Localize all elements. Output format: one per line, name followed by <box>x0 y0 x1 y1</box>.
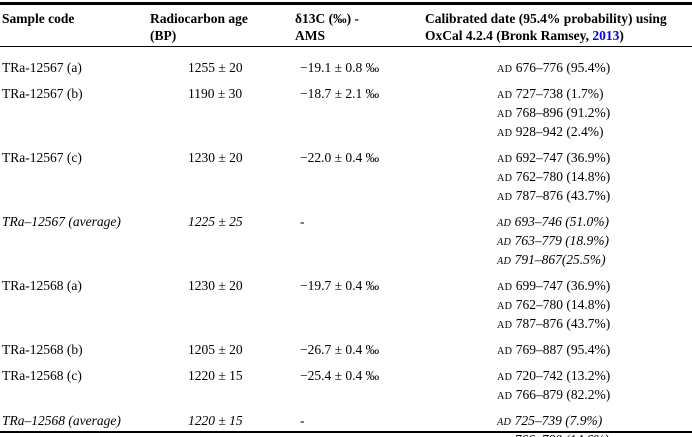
ad-era-label: AD <box>497 255 512 267</box>
d13c-cell: −22.0 ± 0.4 ‰ <box>300 149 380 165</box>
sample-code-cell: TRa–12568 (average) <box>2 412 121 428</box>
d13c-cell: −26.7 ± 0.4 ‰ <box>300 341 380 357</box>
ad-era-label: AD <box>497 300 513 312</box>
calibrated-date-line: AD 787–876 (43.7%) <box>497 315 611 331</box>
calibrated-date-line: AD 692–747 (36.9%) <box>497 149 611 165</box>
ad-era-label: AD <box>497 153 513 165</box>
ad-era-label: AD <box>497 191 513 203</box>
header-radiocarbon-age-line2: (BP) <box>150 27 177 43</box>
table-row: TRa-12567 (a) 1255 ± 20 −19.1 ± 0.8 ‰ AD 67… <box>0 59 692 78</box>
ad-era-label: AD <box>497 89 513 101</box>
calibrated-date-line: AD 769–887 (95.4%) <box>497 341 611 357</box>
header-calibrated-line2: OxCal 4.2.4 (Bronk Ramsey, 2013) <box>425 27 692 44</box>
calibrated-date-line: AD 763–779 (18.9%) <box>497 232 610 248</box>
header-sample-code: Sample code <box>2 10 150 44</box>
calibrated-date-line: AD 725–739 (7.9%) <box>497 412 603 428</box>
calibrated-dates-cell: AD 769–887 (95.4%) <box>425 341 692 360</box>
d13c-cell: - <box>300 412 305 428</box>
ad-era-label: AD <box>497 63 513 75</box>
ad-era-label: AD <box>497 281 513 293</box>
ad-era-label: AD <box>497 436 511 437</box>
radiocarbon-age-cell: 1230 ± 20 <box>188 149 243 165</box>
calibrated-date-line: AD 762–780 (14.8%) <box>497 168 611 184</box>
d13c-cell: - <box>300 213 305 229</box>
header-radiocarbon-age-line1: Radiocarbon age <box>150 10 248 26</box>
ad-era-label: AD <box>497 390 513 402</box>
header-d13c-line1: δ13C (‰) - <box>295 10 359 26</box>
calibrated-dates-cell: AD 676–776 (95.4%) <box>425 59 692 78</box>
calibrated-date-line: AD 768–896 (91.2%) <box>497 104 611 120</box>
calibrated-date-line: AD 766–879 (82.2%) <box>497 386 611 402</box>
calibrated-date-line: AD 762–780 (14.8%) <box>497 296 611 312</box>
calibrated-dates-cell: AD 693–746 (51.0%) AD 763–779 (18.9%) AD 7… <box>425 213 692 270</box>
header-d13c: δ13C (‰) - AMS <box>295 10 425 44</box>
d13c-cell: −18.7 ± 2.1 ‰ <box>300 85 380 101</box>
sample-code-cell: TRa-12568 (c) <box>2 367 82 383</box>
calibrated-date-line: AD 676–776 (95.4%) <box>497 59 611 75</box>
calibrated-date-line: AD 766–780 (14.6%) <box>497 431 692 437</box>
header-calibrated-date: Calibrated date (95.4% probability) usin… <box>425 10 692 44</box>
calibrated-date-line: AD 791–867(25.5%) <box>497 251 606 267</box>
ad-era-label: AD <box>497 217 512 229</box>
header-calibrated-line1: Calibrated date (95.4% probability) usin… <box>425 10 667 26</box>
calibrated-dates-cell: AD 725–739 (7.9%)AD 766–780 (14.6%)AD 78… <box>425 412 692 437</box>
calibrated-date-line: AD 787–876 (43.7%) <box>497 187 611 203</box>
header-calibrated-line2-prefix: OxCal 4.2.4 (Bronk Ramsey, <box>425 27 593 43</box>
ad-era-label: AD <box>497 319 513 331</box>
d13c-cell: −25.4 ± 0.4 ‰ <box>300 367 380 383</box>
header-calibrated-line2-suffix: ) <box>619 27 624 43</box>
table-header-row: Sample code Radiocarbon age (BP) δ13C (‰… <box>0 5 692 47</box>
header-radiocarbon-age: Radiocarbon age (BP) <box>150 10 295 44</box>
calibrated-date-line: AD 720–742 (13.2%) <box>497 367 611 383</box>
table-rows: TRa-12567 (a) 1255 ± 20 −19.1 ± 0.8 ‰ AD 67… <box>0 47 692 437</box>
radiocarbon-age-cell: 1225 ± 25 <box>188 213 243 229</box>
ad-era-label: AD <box>497 345 513 357</box>
table-row: TRa-12567 (c) 1230 ± 20 −22.0 ± 0.4 ‰ AD 69… <box>0 149 692 206</box>
ad-era-label: AD <box>497 371 513 383</box>
radiocarbon-age-cell: 1220 ± 15 <box>188 367 243 383</box>
header-sample-code-label: Sample code <box>2 10 75 26</box>
ad-era-label: AD <box>497 236 512 248</box>
ad-era-label: AD <box>497 108 513 120</box>
header-d13c-line2: AMS <box>295 27 325 43</box>
calibrated-dates-cell: AD 727–738 (1.7%) AD 768–896 (91.2%) AD 92… <box>425 85 692 142</box>
calibrated-dates-cell: AD 692–747 (36.9%) AD 762–780 (14.8%) AD 7… <box>425 149 692 206</box>
radiocarbon-age-cell: 1230 ± 20 <box>188 277 243 293</box>
radiocarbon-age-cell: 1205 ± 20 <box>188 341 243 357</box>
table-row: TRa-12568 (c) 1220 ± 15 −25.4 ± 0.4 ‰ AD 72… <box>0 367 692 405</box>
ad-era-label: AD <box>497 416 512 428</box>
calibrated-date-line: AD 699–747 (36.9%) <box>497 277 611 293</box>
table-top-rule <box>0 2 692 5</box>
table-row: TRa–12567 (average) 1225 ± 25 - AD 693–746 … <box>0 213 692 270</box>
d13c-cell: −19.7 ± 0.4 ‰ <box>300 277 380 293</box>
table-row: TRa–12568 (average) 1220 ± 15 - AD 725–739 … <box>0 412 692 437</box>
table-bottom-rule <box>0 430 692 433</box>
calibrated-dates-cell: AD 720–742 (13.2%) AD 766–879 (82.2%) <box>425 367 692 405</box>
ad-era-label: AD <box>497 172 513 184</box>
d13c-cell: −19.1 ± 0.8 ‰ <box>300 59 380 75</box>
sample-code-cell: TRa–12567 (average) <box>2 213 121 229</box>
sample-code-cell: TRa-12567 (a) <box>2 59 82 75</box>
table-row: TRa-12568 (b) 1205 ± 20 −26.7 ± 0.4 ‰ AD 76… <box>0 341 692 360</box>
ad-era-label: AD <box>497 127 513 139</box>
calibrated-date-line: AD 928–942 (2.4%) <box>497 123 604 139</box>
sample-code-cell: TRa-12567 (c) <box>2 149 82 165</box>
sample-code-cell: TRa-12568 (a) <box>2 277 82 293</box>
table-row: TRa-12567 (b) 1190 ± 30 −18.7 ± 2.1 ‰ AD 72… <box>0 85 692 142</box>
sample-code-cell: TRa-12568 (b) <box>2 341 83 357</box>
calibrated-date-line: AD 693–746 (51.0%) <box>497 213 610 229</box>
bronk-ramsey-2013-link[interactable]: 2013 <box>592 27 620 43</box>
calibrated-dates-cell: AD 699–747 (36.9%) AD 762–780 (14.8%) AD 7… <box>425 277 692 334</box>
sample-code-cell: TRa-12567 (b) <box>2 85 83 101</box>
radiocarbon-age-cell: 1255 ± 20 <box>188 59 243 75</box>
calibrated-date-line: AD 727–738 (1.7%) <box>497 85 604 101</box>
radiocarbon-age-cell: 1190 ± 30 <box>188 85 243 101</box>
radiocarbon-age-cell: 1220 ± 15 <box>188 412 243 428</box>
table-row: TRa-12568 (a) 1230 ± 20 −19.7 ± 0.4 ‰ AD 69… <box>0 277 692 334</box>
